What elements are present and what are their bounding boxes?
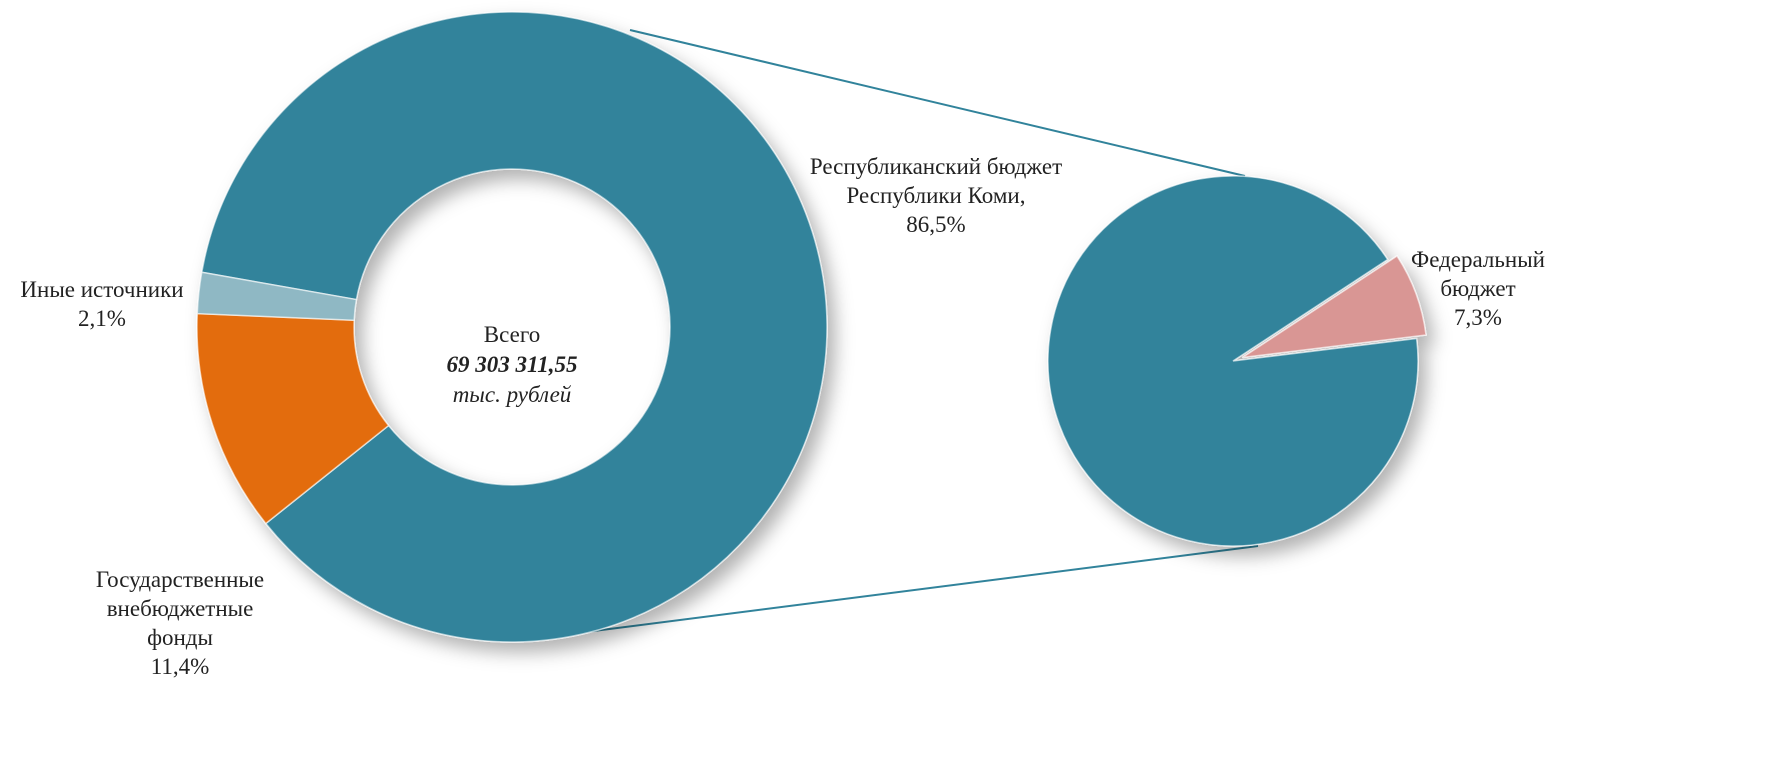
value-label: 2,1% [78,306,126,331]
value-label: 11,4% [150,654,210,679]
data-label: Иные источники 2,1% [2,275,202,333]
center-value: 69 303 311,55 [446,352,578,377]
connector [577,545,1259,634]
value-label: 86,5% [906,212,966,237]
slice [1241,255,1427,359]
data-label: Республиканский бюджет Республики Коми, 8… [786,152,1086,239]
value-label: 7,3% [1454,305,1502,330]
category-name: Иные источники [20,277,184,302]
donut [196,11,828,643]
category-name: Федеральный бюджет [1411,247,1545,301]
center-unit: тыс. рублей [452,382,572,407]
category-name: Государственные внебюджетные фонды [95,567,265,650]
data-label: Государственные внебюджетные фонды 11,4% [80,565,280,681]
slice [200,11,828,643]
slice [196,271,358,322]
connector [629,29,1246,177]
data-label: Федеральный бюджет 7,3% [1383,245,1573,332]
slice [196,312,390,525]
category-name: Республиканский бюджет Республики Коми, [809,154,1063,208]
pie [1047,175,1427,547]
center-title: Всего [483,322,541,347]
slice [1047,175,1419,547]
